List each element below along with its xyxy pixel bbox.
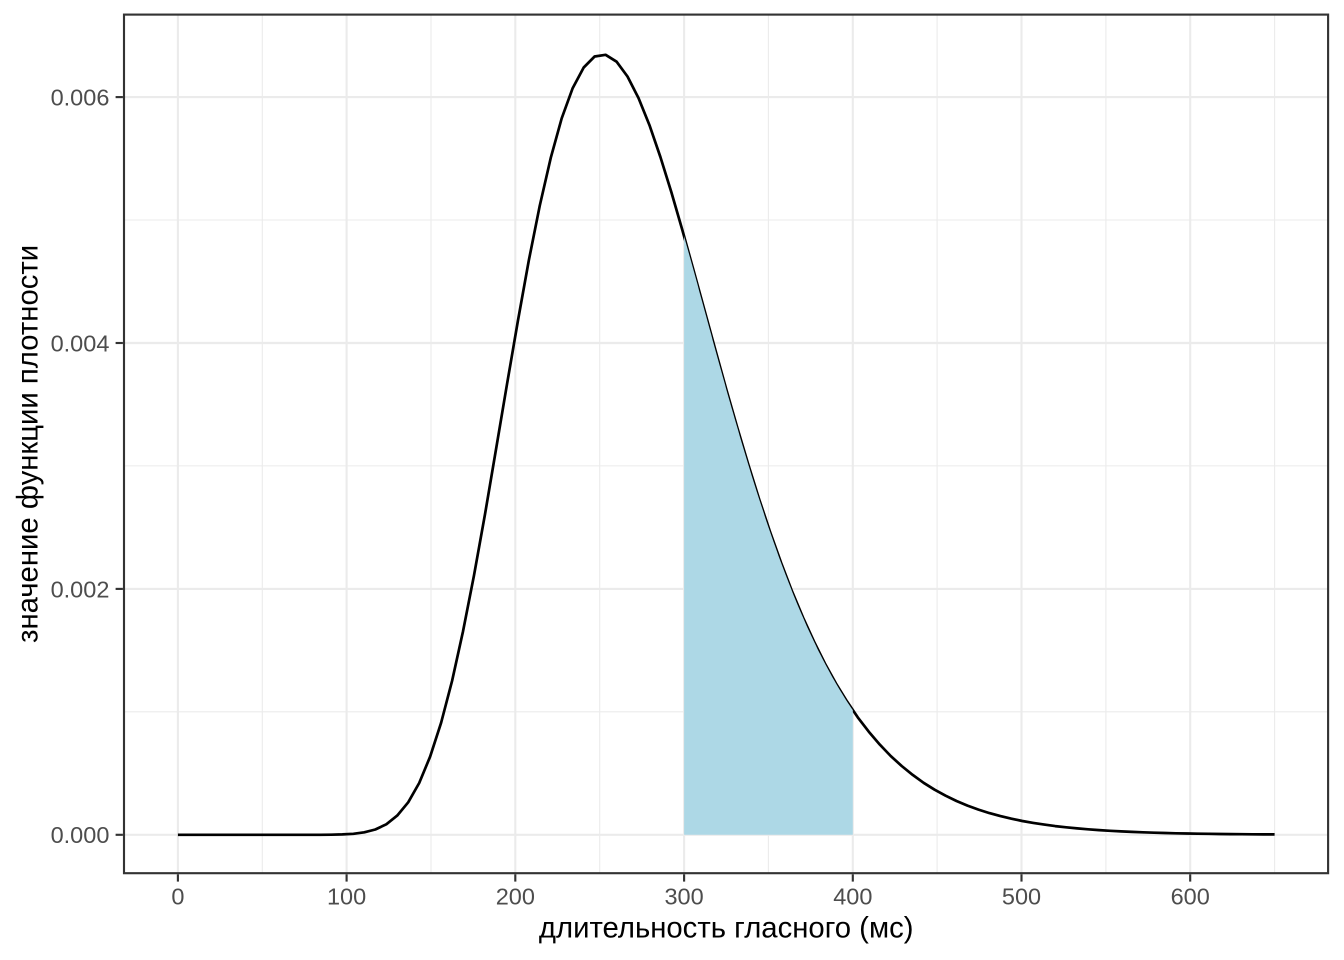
svg-text:0: 0: [171, 884, 184, 910]
svg-text:0.004: 0.004: [51, 330, 110, 356]
svg-text:100: 100: [327, 884, 366, 910]
svg-text:длительность гласного (мс): длительность гласного (мс): [539, 911, 914, 944]
svg-text:200: 200: [496, 884, 535, 910]
svg-text:значение функции плотности: значение функции плотности: [12, 245, 45, 643]
svg-text:300: 300: [664, 884, 703, 910]
svg-text:0.000: 0.000: [51, 822, 110, 848]
svg-text:0.002: 0.002: [51, 576, 110, 602]
svg-text:0.006: 0.006: [51, 85, 110, 111]
svg-text:600: 600: [1171, 884, 1210, 910]
svg-text:500: 500: [1002, 884, 1041, 910]
svg-text:400: 400: [833, 884, 872, 910]
